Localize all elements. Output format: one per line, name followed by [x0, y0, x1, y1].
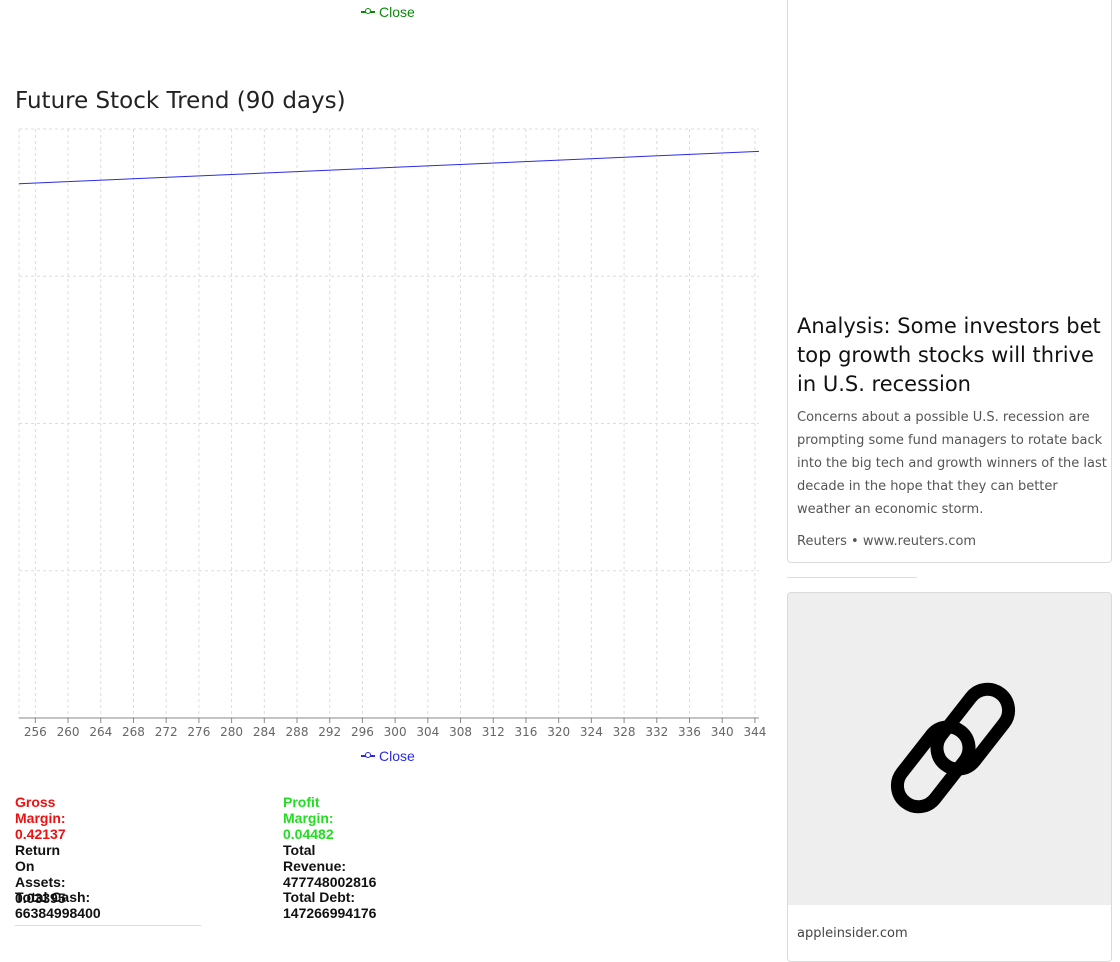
x-tick-label: 272 [155, 725, 178, 739]
divider [787, 577, 917, 578]
x-tick-label: 284 [253, 725, 276, 739]
x-tick-label: 280 [220, 725, 243, 739]
x-tick-label: 328 [613, 725, 636, 739]
total-debt: Total Debt: 147266994176 [283, 889, 377, 921]
news-source: Reuters • www.reuters.com [797, 534, 977, 549]
x-tick-label: 256 [24, 725, 47, 739]
x-tick-label: 304 [416, 725, 439, 739]
x-tick-label: 324 [580, 725, 603, 739]
x-tick-label: 332 [645, 725, 668, 739]
x-tick-label: 264 [89, 725, 112, 739]
news-card[interactable]: Analysis: Some investors bet top growth … [787, 0, 1112, 563]
x-tick-label: 340 [711, 725, 734, 739]
x-tick-label: 336 [678, 725, 701, 739]
legend-marker-icon [361, 7, 375, 17]
x-tick-label: 308 [449, 725, 472, 739]
link-preview-image [788, 593, 1111, 905]
gross-margin: Gross Margin: 0.42137 [15, 794, 66, 842]
x-tick-label: 268 [122, 725, 145, 739]
stock-trend-chart: 256 260 264 268 272 276 280 284 288 292 296 300 304 3… [18, 128, 766, 739]
x-tick-label: 296 [351, 725, 374, 739]
x-tick-label: 312 [482, 725, 505, 739]
return-on-assets: Return On Assets: 0.03395 [15, 842, 66, 906]
total-cash: Total Cash: 66384998400 [15, 889, 101, 921]
legend-label: Close [379, 4, 415, 20]
divider [15, 925, 201, 926]
profit-margin: Profit Margin: 0.04482 [283, 794, 334, 842]
x-tick-label: 288 [286, 725, 309, 739]
legend-close-top[interactable]: Close [361, 4, 415, 20]
series-line-close [18, 150, 760, 185]
x-tick-label: 276 [187, 725, 210, 739]
legend-marker-icon [361, 751, 375, 761]
x-tick-label: 300 [384, 725, 407, 739]
legend-close-bottom[interactable]: Close [361, 748, 415, 764]
x-tick-label: 260 [57, 725, 80, 739]
news-description: Concerns about a possible U.S. recession… [797, 410, 1107, 517]
x-tick-label: 344 [743, 725, 766, 739]
x-tick-label: 316 [515, 725, 538, 739]
news-title[interactable]: Analysis: Some investors bet top growth … [797, 314, 1101, 396]
chart-title: Future Stock Trend (90 days) [15, 88, 346, 114]
link-domain: appleinsider.com [797, 926, 908, 941]
x-tick-label: 320 [547, 725, 570, 739]
link-card[interactable]: appleinsider.com [787, 592, 1112, 962]
total-revenue: Total Revenue: 477748002816 [283, 842, 377, 890]
link-icon [890, 682, 1016, 814]
legend-label: Close [379, 748, 415, 764]
x-tick-label: 292 [318, 725, 341, 739]
